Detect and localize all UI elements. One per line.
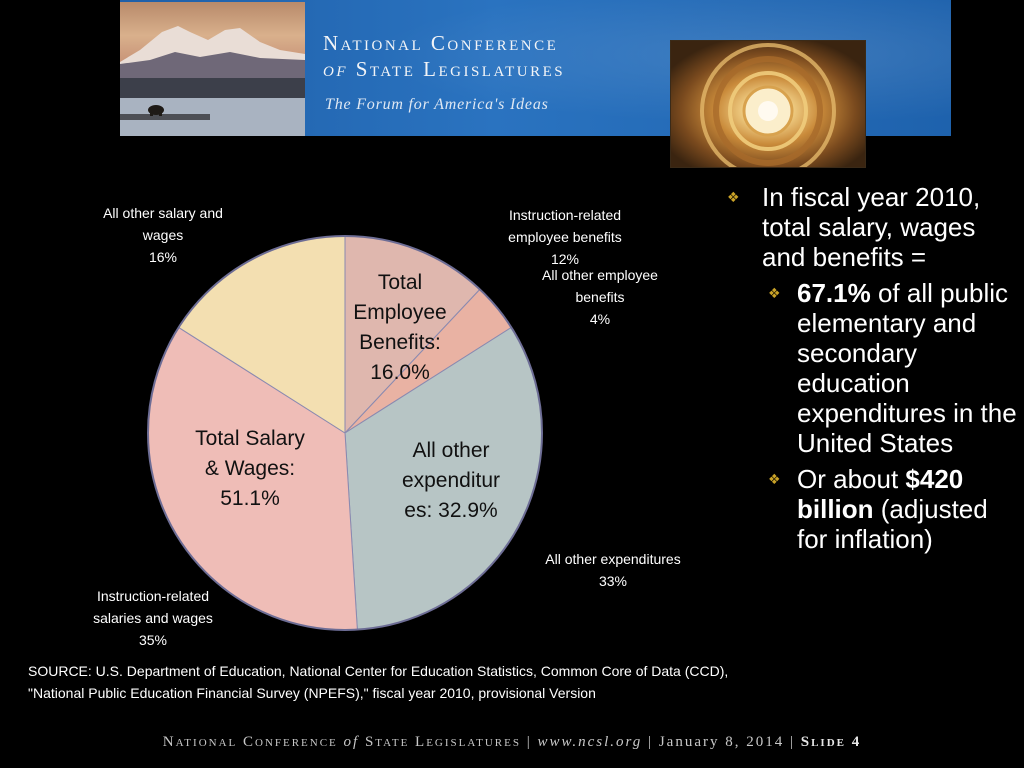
diamond-bullet-icon: ❖ xyxy=(768,285,781,301)
footer-sep-3: | xyxy=(789,734,795,750)
group-label-other-l2: expenditur xyxy=(401,469,501,492)
label-instruction-benefits-l2: employee benefits xyxy=(508,229,622,245)
group-label-other-l1: All other xyxy=(412,439,490,462)
bullet-sub-1-bold: 67.1% xyxy=(797,278,871,308)
bullet-sub-1: ❖ 67.1% of all public elementary and sec… xyxy=(722,278,1022,458)
label-instruction-salaries-l1: Instruction-related xyxy=(96,588,210,604)
group-label-salary-l2: & Wages: xyxy=(204,457,296,480)
footer-date: January 8, 2014 xyxy=(658,734,785,750)
mountain-lake-photo xyxy=(120,2,305,136)
diamond-bullet-icon: ❖ xyxy=(768,471,781,487)
source-line-1: SOURCE: U.S. Department of Education, Na… xyxy=(28,663,729,679)
group-label-benefits-l4: 16.0% xyxy=(370,361,430,384)
label-other-salary-l3: 16% xyxy=(148,249,178,265)
label-other-salary-l2: wages xyxy=(142,227,184,243)
org-name-of: of xyxy=(323,57,348,81)
bullet-sub-2-bold: $420 billion xyxy=(797,464,964,524)
bullet-sub-2: ❖ Or about $420 billion (adjusted for in… xyxy=(722,464,1022,554)
group-label-benefits-l1: Total xyxy=(377,271,423,294)
footer-slide-label: Slide xyxy=(800,734,846,750)
label-instruction-benefits-l3: 12% xyxy=(550,251,580,267)
source-line-2: "National Public Education Financial Sur… xyxy=(28,685,596,701)
group-label-salary-l3: 51.1% xyxy=(220,487,280,510)
label-other-salary-l1: All other salary and xyxy=(103,205,223,221)
org-name-line2: State Legislatures xyxy=(355,57,566,81)
group-label-benefits-l3: Benefits: xyxy=(359,331,441,354)
footer-of: of xyxy=(343,734,360,750)
group-label-salary-l1: Total Salary xyxy=(195,427,305,450)
tagline: The Forum for America's Ideas xyxy=(325,96,549,113)
group-label-other: All other expenditur es: 32.9% xyxy=(386,436,516,526)
label-other-expenditures-l2: 33% xyxy=(598,573,628,589)
group-label-other-l3: es: 32.9% xyxy=(404,499,498,522)
label-other-benefits-l2: benefits xyxy=(575,289,625,305)
bullet-sub-1-text: of all public elementary and secondary e… xyxy=(797,278,1017,458)
bullet-main-text: In fiscal year 2010, total salary, wages… xyxy=(762,182,981,272)
footer-slide-number: 4 xyxy=(851,734,862,750)
group-label-salary: Total Salary & Wages: 51.1% xyxy=(175,424,325,514)
bullet-sub-2-text: (adjusted for inflation) xyxy=(797,494,988,554)
footer-url: www.ncsl.org xyxy=(537,734,643,750)
pie-outline xyxy=(147,235,543,631)
org-name: National Conference of State Legislature… xyxy=(323,30,565,82)
diamond-bullet-icon: ❖ xyxy=(727,189,740,205)
group-label-benefits-l2: Employee xyxy=(353,301,447,324)
pie-chart: All other salary and wages 16% Instructi… xyxy=(0,150,720,660)
bullet-main: ❖ In fiscal year 2010, total salary, wag… xyxy=(722,182,1022,272)
label-other-expenditures-l1: All other expenditures xyxy=(545,551,681,567)
slide-footer: National Conference of State Legislature… xyxy=(0,734,1024,751)
org-name-line1: National Conference xyxy=(323,31,559,55)
label-instruction-salaries-l3: 35% xyxy=(138,632,168,648)
capitol-dome-photo xyxy=(670,40,866,168)
footer-org-b: State Legislatures xyxy=(364,734,521,750)
label-instruction-benefits-l1: Instruction-related xyxy=(508,207,622,223)
label-instruction-salaries: Instruction-related salaries and wages 3… xyxy=(68,585,238,651)
label-other-expenditures: All other expenditures 33% xyxy=(523,548,703,592)
label-other-benefits-l1: All other employee xyxy=(542,267,658,283)
label-other-benefits: All other employee benefits 4% xyxy=(515,264,685,330)
label-other-benefits-l3: 4% xyxy=(589,311,611,327)
footer-sep-1: | xyxy=(526,734,532,750)
footer-sep-2: | xyxy=(648,734,654,750)
bullet-sub-2-pre: Or about xyxy=(797,464,906,494)
label-instruction-salaries-l2: salaries and wages xyxy=(93,610,213,626)
source-note: SOURCE: U.S. Department of Education, Na… xyxy=(28,660,908,704)
pie-svg xyxy=(147,235,543,631)
footer-org-a: National Conference xyxy=(162,734,338,750)
group-label-benefits: Total Employee Benefits: 16.0% xyxy=(338,268,462,388)
bullet-list: ❖ In fiscal year 2010, total salary, wag… xyxy=(722,182,1022,554)
label-other-salary: All other salary and wages 16% xyxy=(78,202,248,268)
label-instruction-benefits: Instruction-related employee benefits 12… xyxy=(480,204,650,270)
